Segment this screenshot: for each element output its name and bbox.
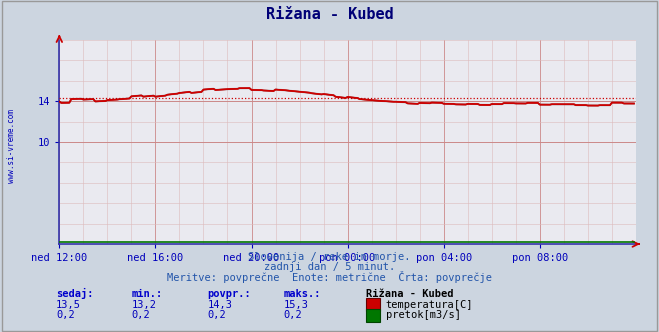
Text: Rižana - Kubed: Rižana - Kubed [366,289,453,299]
Text: 0,2: 0,2 [132,310,150,320]
Text: Slovenija / reke in morje.: Slovenija / reke in morje. [248,252,411,262]
Text: www.si-vreme.com: www.si-vreme.com [7,109,16,183]
Text: pretok[m3/s]: pretok[m3/s] [386,310,461,320]
Text: sedaj:: sedaj: [56,288,94,299]
Text: 15,3: 15,3 [283,300,308,310]
Text: 0,2: 0,2 [208,310,226,320]
Text: 0,2: 0,2 [56,310,74,320]
Text: min.:: min.: [132,289,163,299]
Text: povpr.:: povpr.: [208,289,251,299]
Text: Rižana - Kubed: Rižana - Kubed [266,7,393,23]
Text: maks.:: maks.: [283,289,321,299]
Text: temperatura[C]: temperatura[C] [386,300,473,310]
Text: zadnji dan / 5 minut.: zadnji dan / 5 minut. [264,262,395,272]
Text: 13,2: 13,2 [132,300,157,310]
Text: Meritve: povprečne  Enote: metrične  Črta: povprečje: Meritve: povprečne Enote: metrične Črta:… [167,271,492,283]
Text: 13,5: 13,5 [56,300,81,310]
Text: 0,2: 0,2 [283,310,302,320]
Text: 14,3: 14,3 [208,300,233,310]
